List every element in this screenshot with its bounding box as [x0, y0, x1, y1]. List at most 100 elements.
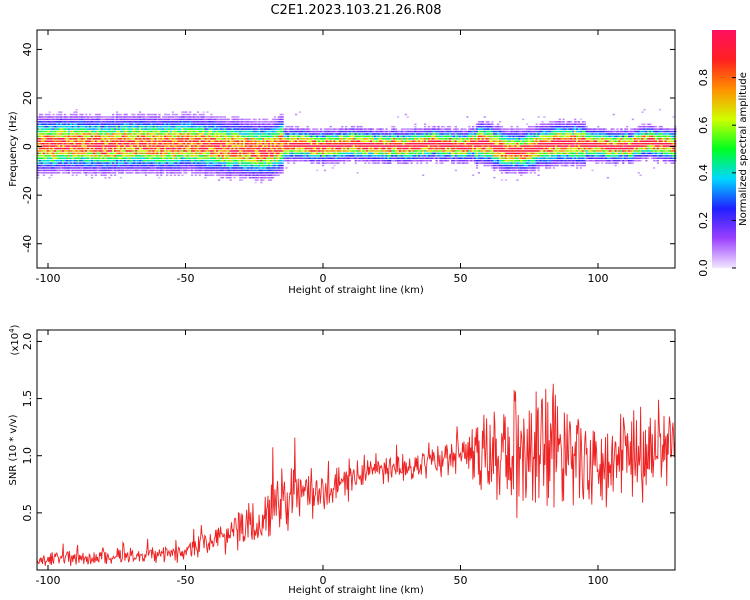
- heatmap-cell: [479, 145, 482, 147]
- heatmap-cell: [241, 159, 244, 162]
- heatmap-cell: [148, 116, 151, 118]
- heatmap-cell: [189, 118, 192, 121]
- heatmap-cell: [460, 133, 463, 135]
- heatmap-cell: [152, 157, 155, 160]
- heatmap-cell: [456, 142, 459, 145]
- heatmap-cell: [350, 142, 354, 145]
- heatmap-cell: [112, 159, 115, 162]
- heatmap-cell: [495, 157, 498, 160]
- heatmap-cell: [354, 162, 357, 164]
- heatmap-cell: [131, 138, 134, 140]
- heatmap-cell: [333, 138, 336, 140]
- heatmap-cell: [366, 150, 369, 152]
- heatmap-cell: [241, 118, 244, 121]
- heatmap-cell: [464, 133, 467, 135]
- heatmap-cell: [191, 135, 194, 138]
- heatmap-cell: [75, 157, 78, 160]
- heatmap-cell: [119, 159, 123, 162]
- heatmap-cell: [431, 133, 434, 135]
- heatmap-cell: [273, 142, 276, 145]
- heatmap-cell: [123, 167, 126, 169]
- heatmap-cell: [173, 157, 176, 160]
- heatmap-cell: [264, 152, 267, 155]
- heatmap-cell: [345, 145, 348, 147]
- heatmap-cell: [142, 121, 146, 123]
- heatmap-cell: [468, 159, 471, 162]
- heatmap-cell: [216, 150, 219, 152]
- heatmap-cell: [266, 140, 269, 143]
- heatmap-cell: [339, 130, 342, 133]
- heatmap-cell: [77, 116, 80, 118]
- heatmap-cell: [235, 133, 238, 135]
- heatmap-cell: [396, 140, 400, 143]
- heatmap-cell: [229, 142, 232, 145]
- heatmap-cell: [283, 140, 286, 143]
- heatmap-cell: [493, 164, 496, 167]
- heatmap-cell: [71, 121, 74, 123]
- heatmap-cell: [400, 145, 404, 147]
- heatmap-cell: [325, 150, 328, 152]
- heatmap-cell: [323, 145, 327, 147]
- heatmap-cell: [244, 138, 248, 140]
- heatmap-cell: [69, 140, 72, 143]
- heatmap-cell: [171, 140, 174, 143]
- heatmap-cell: [379, 150, 382, 152]
- heatmap-cell: [108, 133, 111, 135]
- heatmap-cell: [104, 174, 107, 177]
- heatmap-cell: [487, 123, 490, 126]
- heatmap-cell: [381, 135, 384, 138]
- heatmap-cell: [487, 147, 490, 150]
- heatmap-cell: [345, 142, 348, 145]
- heatmap-cell: [441, 159, 444, 162]
- heatmap-cell: [273, 164, 276, 167]
- heatmap-cell: [294, 150, 298, 152]
- heatmap-cell: [404, 155, 407, 157]
- heatmap-cell: [244, 167, 248, 169]
- heatmap-cell: [233, 164, 236, 167]
- heatmap-cell: [306, 138, 309, 140]
- heatmap-cell: [314, 133, 317, 135]
- heatmap-cell: [108, 150, 111, 152]
- heatmap-cell: [422, 140, 425, 143]
- heatmap-cell: [189, 140, 192, 143]
- heatmap-cell: [277, 174, 280, 177]
- heatmap-cell: [235, 128, 238, 130]
- heatmap-cell: [221, 116, 225, 118]
- heatmap-cell: [431, 138, 434, 140]
- heatmap-cell: [160, 135, 163, 138]
- heatmap-cell: [192, 123, 196, 126]
- heatmap-cell: [456, 155, 459, 157]
- heatmap-cell: [356, 172, 359, 174]
- heatmap-cell: [67, 162, 71, 164]
- heatmap-cell: [472, 174, 475, 177]
- heatmap-cell: [429, 140, 432, 143]
- heatmap-cell: [177, 123, 180, 126]
- heatmap-cell: [277, 159, 280, 162]
- heatmap-cell: [246, 152, 250, 155]
- heatmap-cell: [112, 167, 115, 169]
- heatmap-cell: [154, 172, 157, 174]
- heatmap-cell: [175, 162, 178, 164]
- heatmap-cell: [38, 159, 42, 162]
- heatmap-cell: [277, 145, 280, 147]
- heatmap-cell: [165, 157, 169, 160]
- heatmap-cell: [402, 150, 405, 152]
- heatmap-cell: [248, 150, 251, 152]
- heatmap-cell: [96, 118, 99, 121]
- heatmap-cell: [237, 157, 240, 160]
- heatmap-cell: [156, 169, 159, 172]
- heatmap-cell: [423, 142, 427, 145]
- heatmap-cell: [167, 116, 171, 118]
- heatmap-cell: [337, 140, 340, 143]
- heatmap-cell: [279, 128, 282, 130]
- heatmap-cell: [146, 138, 149, 140]
- heatmap-cell: [256, 167, 259, 169]
- heatmap-cell: [256, 174, 259, 177]
- heatmap-cell: [75, 172, 78, 174]
- heatmap-cell: [252, 157, 255, 160]
- heatmap-cell: [246, 140, 250, 143]
- heatmap-cell: [271, 140, 275, 143]
- heatmap-cell: [310, 155, 313, 157]
- heatmap-cell: [321, 159, 325, 162]
- heatmap-cell: [210, 140, 213, 143]
